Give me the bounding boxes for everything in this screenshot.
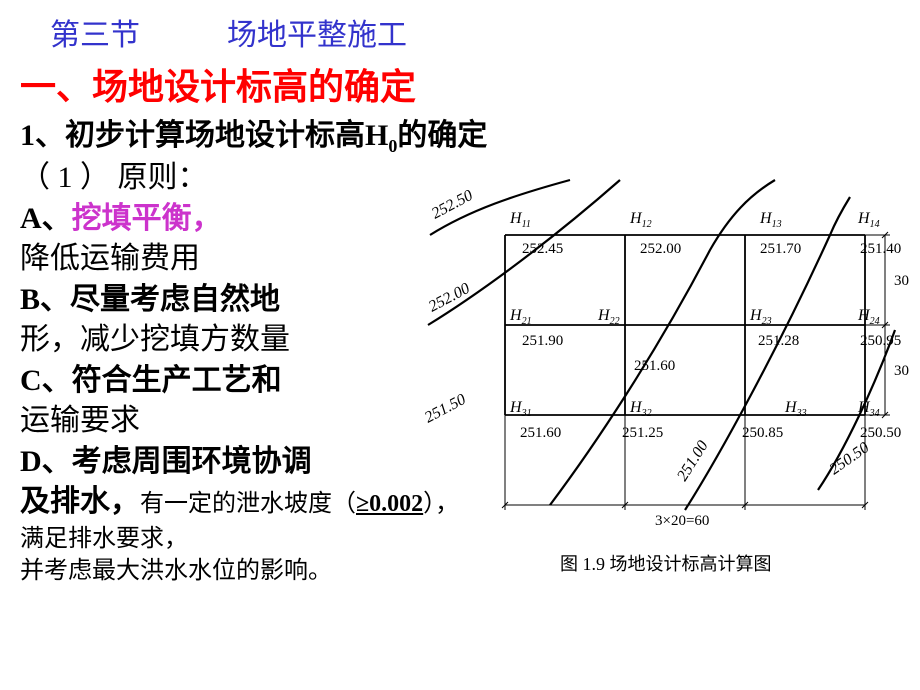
elevation-value: 252.45 — [522, 241, 563, 257]
section-name: 场地平整施工 — [227, 19, 407, 52]
contour-label: 252.00 — [426, 280, 473, 316]
elevation-value: 252.00 — [640, 241, 681, 257]
grid-h-label: H23 — [749, 307, 772, 327]
grid-h-label: H21 — [509, 307, 532, 327]
figure-caption: 图 1.9 场地设计标高计算图 — [560, 554, 772, 574]
item-B-line1: B、尽量考虑自然地 — [20, 280, 440, 321]
grid-h-label: H33 — [784, 399, 807, 419]
contour-label: 251.50 — [422, 391, 469, 427]
elevation-value: 251.60 — [634, 358, 675, 374]
elevation-value: 250.50 — [860, 425, 901, 441]
dim-bottom: 3×20=60 — [655, 513, 709, 529]
grid-h-label: H12 — [629, 210, 652, 230]
grid-h-label: H31 — [509, 399, 532, 419]
grid-h-label: H34 — [857, 399, 880, 419]
elevation-value: 250.85 — [742, 425, 783, 441]
item-D-line1: D、考虑周围环境协调 — [20, 442, 440, 483]
elevation-value: 251.60 — [520, 425, 561, 441]
contour-label: 252.50 — [429, 187, 476, 223]
highlight-text: 挖填平衡， — [72, 202, 222, 235]
dim-right-1: 30 — [894, 273, 909, 289]
elevation-figure: H11 H12 H13 H14 H21 H22 H23 H24 H31 H32 H33 H34 252… — [380, 175, 910, 595]
item-C-line2: 运输要求 — [20, 401, 440, 442]
figure-svg: H11 H12 H13 H14 H21 H22 H23 H24 H31 H32 H33 H34 252… — [380, 175, 910, 595]
grid-h-label: H24 — [857, 307, 880, 327]
section-number: 第三节 — [50, 19, 140, 52]
item-B-line2: 形，减少挖填方数量 — [20, 320, 440, 361]
item-C-line1: C、符合生产工艺和 — [20, 361, 440, 402]
text-column: A、挖填平衡， 降低运输费用 B、尽量考虑自然地 形，减少挖填方数量 C、符合生… — [20, 199, 440, 483]
slide: 第三节 场地平整施工 一、场地设计标高的确定 1、初步计算场地设计标高H0的确定… — [0, 0, 920, 690]
dim-right-2: 30 — [894, 363, 909, 379]
item-A-line2: 降低运输费用 — [20, 239, 440, 280]
grid-h-label: H32 — [629, 399, 652, 419]
item-A: A、挖填平衡， — [20, 199, 440, 240]
subheading-1: 1、初步计算场地设计标高H0的确定 — [20, 116, 920, 158]
elevation-value: 250.95 — [860, 333, 901, 349]
elevation-value: 251.90 — [522, 333, 563, 349]
grid-h-label: H22 — [597, 307, 620, 327]
section-title: 第三节 场地平整施工 — [50, 10, 920, 54]
grid-h-label: H11 — [509, 210, 531, 230]
grid-h-label: H13 — [759, 210, 782, 230]
grid-h-label: H14 — [857, 210, 880, 230]
elevation-value: 251.70 — [760, 241, 801, 257]
elevation-value: 251.25 — [622, 425, 663, 441]
contour-line — [550, 180, 775, 505]
elevation-value: 251.40 — [860, 241, 901, 257]
elevation-value: 251.28 — [758, 333, 799, 349]
heading-1: 一、场地设计标高的确定 — [20, 58, 920, 110]
